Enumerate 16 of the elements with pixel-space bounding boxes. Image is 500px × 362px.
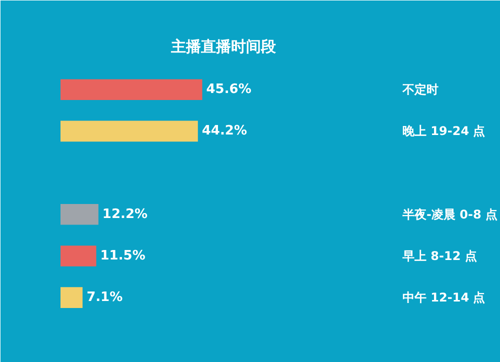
bar bbox=[60, 246, 96, 266]
data-label: 44.2% bbox=[202, 124, 247, 139]
data-label: 12.2% bbox=[102, 206, 148, 222]
y-tick-label: 中午 12-14 点 bbox=[402, 290, 486, 305]
y-tick-label: 早上 8-12 点 bbox=[402, 248, 477, 263]
data-label: 45.6% bbox=[206, 82, 252, 98]
y-tick-label: 半夜-凌晨 0-8 点 bbox=[402, 207, 498, 222]
bar bbox=[60, 79, 202, 100]
bar bbox=[60, 204, 98, 225]
y-tick-label: 晚上 19-24 点 bbox=[402, 124, 486, 138]
bar bbox=[60, 287, 83, 308]
bar bbox=[60, 120, 198, 142]
data-label: 7.1% bbox=[86, 290, 123, 306]
data-label: 11.5% bbox=[100, 248, 146, 264]
y-tick-label: 不定时 bbox=[402, 82, 438, 97]
chart-title: 主播直播时间段 bbox=[170, 38, 277, 56]
